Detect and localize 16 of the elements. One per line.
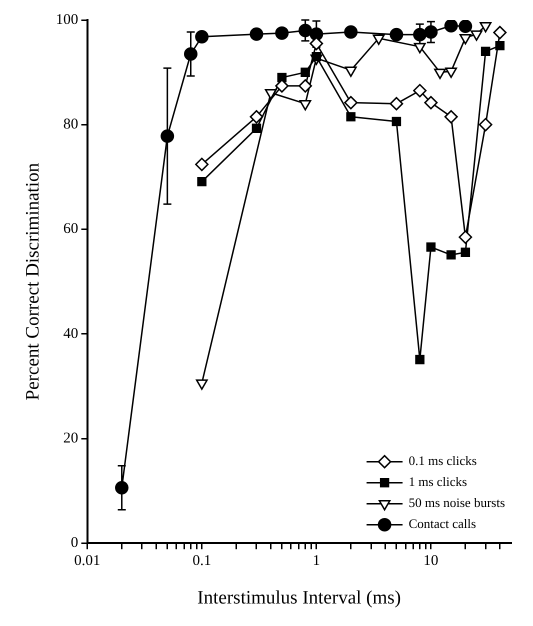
x-tick-label: 0.1: [192, 553, 212, 570]
y-tick-label: 20: [63, 430, 78, 446]
y-tick-label: 100: [56, 12, 78, 28]
x-tick-label: 0.01: [74, 553, 100, 570]
legend-label: Contact calls: [408, 516, 476, 532]
x-tick-label: 10: [423, 553, 438, 570]
y-axis-title: Percent Correct Discrimination: [22, 162, 44, 400]
legend-label: 0.1 ms clicks: [408, 453, 477, 468]
y-tick-label: 0: [70, 535, 78, 552]
y-tick-label: 40: [63, 326, 78, 342]
legend-label: 50 ms noise bursts: [408, 495, 505, 510]
x-axis-title: Interstimulus Interval (ms): [197, 588, 401, 609]
x-tick-label: 1: [312, 553, 320, 570]
y-tick-label: 60: [63, 221, 78, 238]
legend-label: 1 ms clicks: [408, 474, 468, 490]
y-tick-label: 80: [63, 116, 78, 133]
